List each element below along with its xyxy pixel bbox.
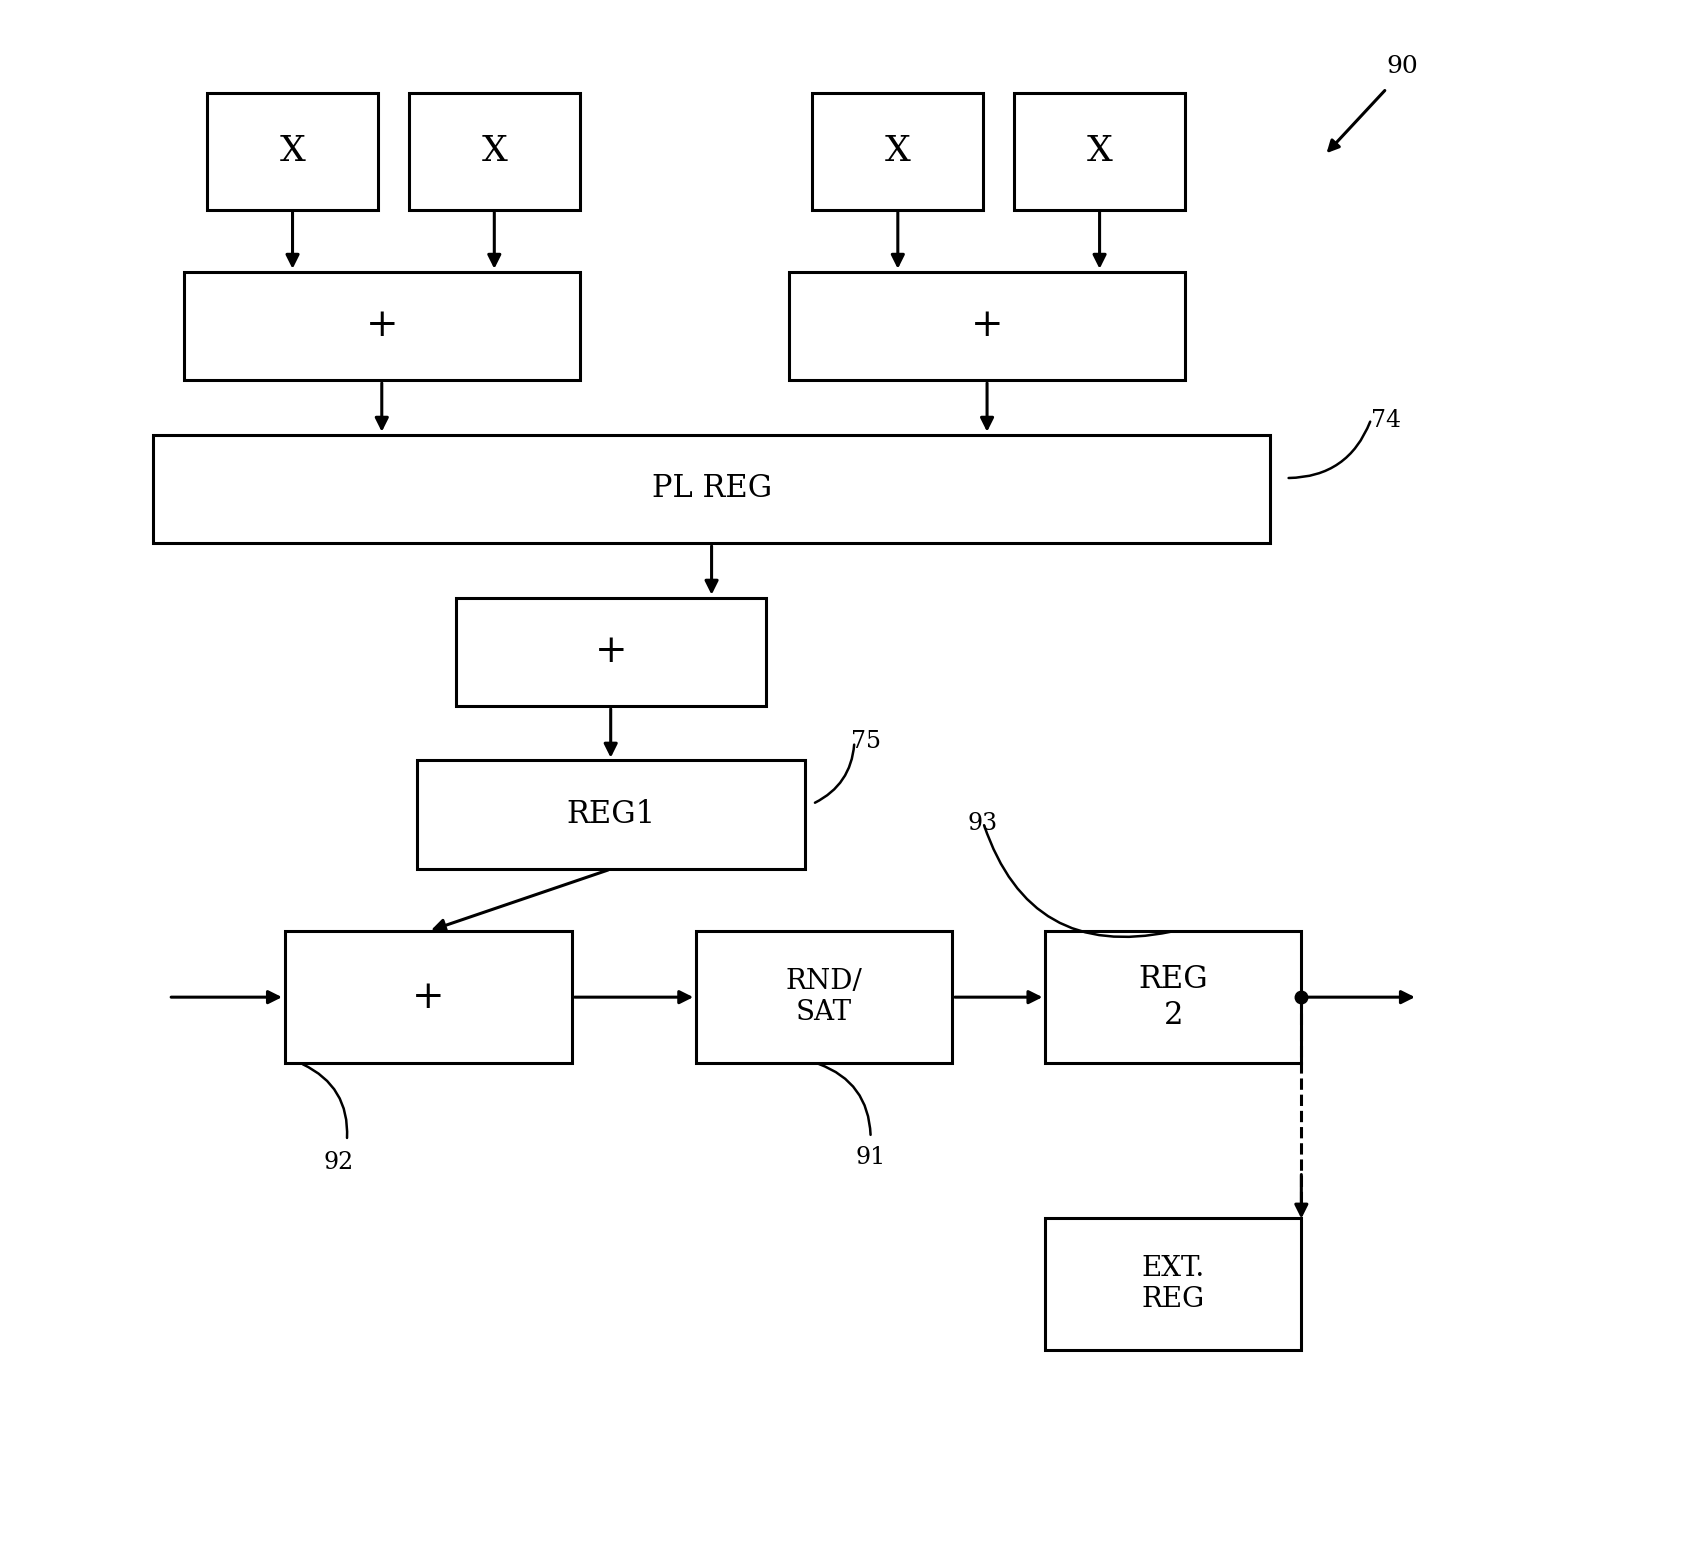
Text: X: X	[1086, 135, 1112, 168]
Text: +: +	[412, 979, 445, 1015]
Text: +: +	[970, 307, 1004, 345]
Text: 74: 74	[1372, 408, 1402, 431]
FancyBboxPatch shape	[184, 272, 580, 380]
Text: X: X	[886, 135, 911, 168]
FancyBboxPatch shape	[1014, 93, 1184, 210]
FancyBboxPatch shape	[408, 93, 580, 210]
Text: EXT.
REG: EXT. REG	[1142, 1256, 1205, 1313]
Text: 92: 92	[324, 1150, 354, 1173]
FancyBboxPatch shape	[790, 272, 1184, 380]
Text: REG
2: REG 2	[1139, 964, 1208, 1031]
FancyBboxPatch shape	[417, 760, 805, 869]
Text: 75: 75	[852, 729, 881, 753]
Text: X: X	[481, 135, 508, 168]
FancyBboxPatch shape	[1046, 931, 1301, 1063]
Text: REG1: REG1	[567, 799, 655, 830]
FancyBboxPatch shape	[697, 931, 951, 1063]
Text: RND/
SAT: RND/ SAT	[786, 968, 862, 1026]
Text: PL REG: PL REG	[651, 473, 771, 504]
Text: 93: 93	[968, 812, 997, 835]
Text: X: X	[280, 135, 305, 168]
Text: +: +	[594, 633, 628, 670]
FancyBboxPatch shape	[813, 93, 984, 210]
Text: 91: 91	[855, 1145, 886, 1169]
Text: +: +	[366, 307, 398, 345]
FancyBboxPatch shape	[208, 93, 378, 210]
FancyBboxPatch shape	[1046, 1218, 1301, 1350]
FancyBboxPatch shape	[455, 598, 766, 706]
FancyBboxPatch shape	[154, 435, 1270, 543]
Text: 90: 90	[1387, 54, 1419, 78]
FancyBboxPatch shape	[285, 931, 572, 1063]
